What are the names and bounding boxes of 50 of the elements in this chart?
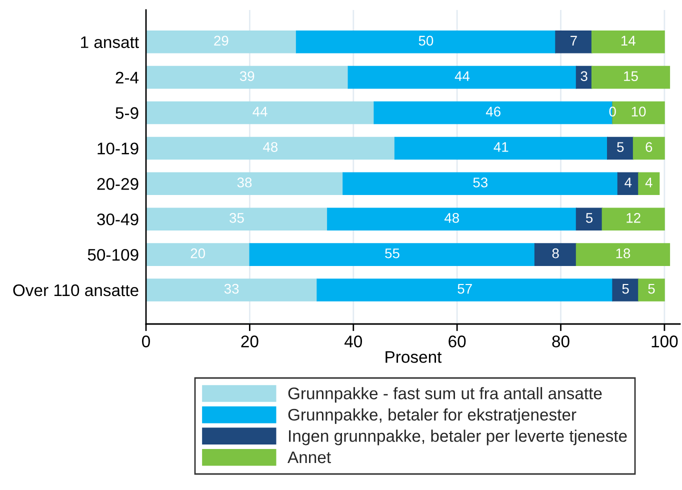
x-tick-label: 20 (241, 336, 258, 348)
data-label: 41 (494, 142, 508, 152)
data-label: 14 (621, 36, 636, 46)
legend-label: Ingen grunnpakke, betaler per leverte tjeneste (289, 430, 627, 446)
x-tick-label: 100 (652, 336, 678, 348)
x-axis-title: Prosent (386, 351, 442, 363)
x-tick-label: 0 (142, 336, 150, 348)
y-tick-label: 10-19 (98, 142, 138, 154)
data-label: 29 (214, 36, 228, 46)
data-label: 4 (645, 178, 652, 188)
data-label: 57 (458, 284, 472, 294)
data-label: 12 (626, 212, 640, 223)
data-label: 6 (646, 142, 652, 152)
y-tick-label: 30-49 (97, 214, 138, 226)
data-label: 10 (632, 106, 646, 117)
data-label: 5 (617, 142, 624, 152)
data-label: 48 (444, 212, 460, 223)
data-label: 18 (616, 248, 630, 258)
data-label: 44 (454, 71, 470, 81)
data-label: 35 (230, 212, 244, 223)
data-label: 33 (224, 284, 239, 294)
x-tick-label: 40 (344, 336, 362, 348)
legend-label: Grunnpakke, betaler for ekstratjenester (288, 408, 576, 424)
y-tick-label: 20-29 (97, 178, 138, 190)
data-label: 48 (263, 142, 278, 152)
data-label: 39 (240, 71, 254, 82)
data-label: 5 (622, 284, 629, 294)
data-label: 3 (580, 71, 588, 82)
data-label: 15 (624, 71, 638, 82)
data-label: 50 (418, 36, 434, 46)
data-label: 44 (252, 106, 268, 116)
data-label: 4 (624, 178, 632, 188)
y-tick-label: 50-109 (88, 248, 138, 261)
data-label: 8 (552, 248, 559, 258)
y-tick-label: 1 ansatt (81, 36, 139, 48)
y-tick-label: Over 110 ansatte (13, 284, 138, 296)
data-label: 46 (486, 106, 500, 117)
x-tick-label: 80 (552, 336, 570, 348)
data-label: 5 (586, 213, 593, 223)
data-label: 5 (648, 284, 655, 294)
y-tick-label: 5-9 (116, 107, 138, 119)
x-tick-label: 60 (448, 336, 466, 348)
y-tick-label: 2-4 (116, 72, 139, 84)
data-label: 20 (190, 248, 206, 258)
legend-label: Grunnpakke - fast sum ut fra antall ansatte (288, 387, 602, 403)
legend-label: Annet (288, 452, 331, 464)
data-label: 38 (237, 178, 252, 188)
data-label: 7 (570, 36, 577, 46)
data-label: 53 (473, 178, 488, 188)
data-label: 55 (385, 248, 400, 258)
